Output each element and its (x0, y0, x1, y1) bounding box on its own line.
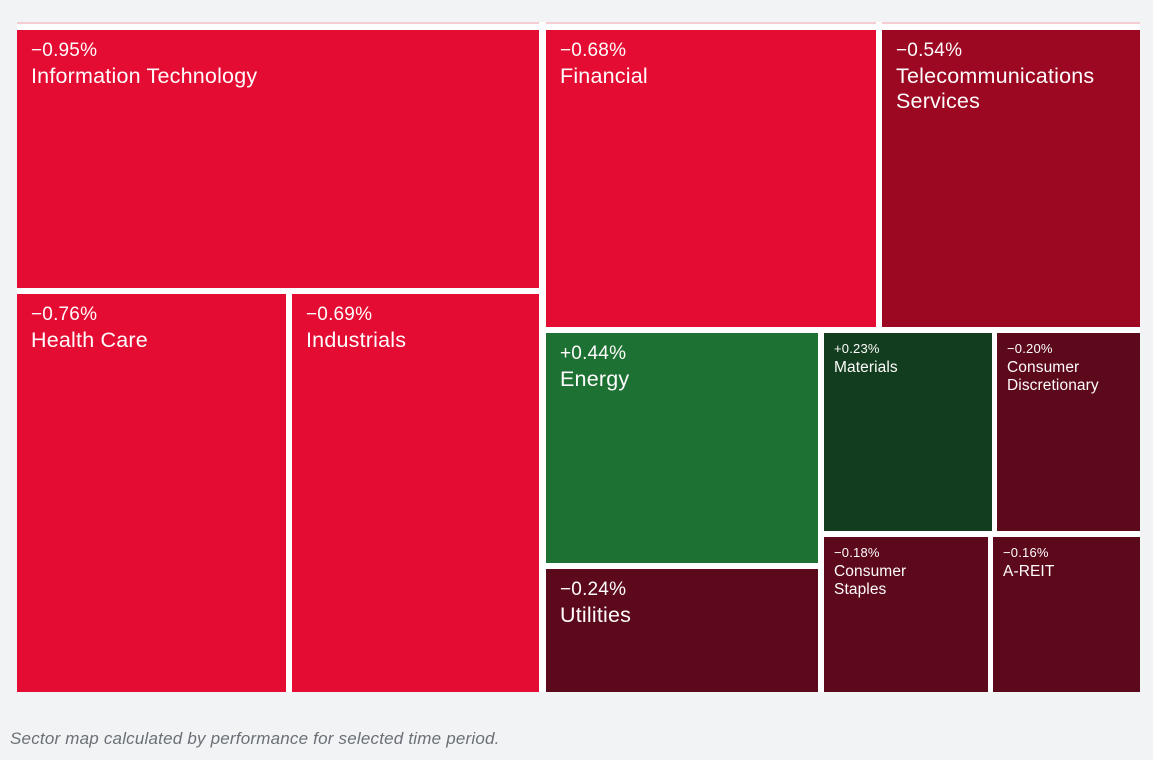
sector-change-value: −0.95% (31, 40, 98, 61)
treemap-top-edge-segment (546, 22, 876, 24)
sector-change-value: −0.20% (1007, 341, 1053, 356)
sector-change-value: −0.69% (306, 304, 373, 325)
sector-name: Information Technology (31, 63, 258, 88)
sector-change-value: −0.24% (560, 579, 627, 600)
sector-change-value: −0.18% (834, 545, 880, 560)
sector-change-value: +0.23% (834, 341, 880, 356)
sector-change-value: −0.16% (1003, 545, 1049, 560)
sector-change-value: +0.44% (560, 343, 627, 364)
sector-name: A-REIT (1003, 562, 1055, 580)
sector-change-value: −0.68% (560, 40, 627, 61)
sector-tile-consumer-discretionary[interactable]: −0.20% Consumer Discretionary (997, 333, 1140, 531)
sector-name: Consumer Staples (834, 562, 907, 598)
sector-name: Consumer Discretionary (1007, 358, 1099, 394)
sector-tile-information-technology[interactable]: −0.95% Information Technology (17, 30, 539, 288)
sector-tile-utilities[interactable]: −0.24% Utilities (546, 569, 818, 692)
sector-name: Telecommunications Services (896, 63, 1095, 113)
treemap-top-edge-segment (17, 22, 539, 24)
treemap-top-edge-segment (882, 22, 1140, 24)
sector-tile-health-care[interactable]: −0.76% Health Care (17, 294, 286, 692)
sector-tile-telecommunications-services[interactable]: −0.54% Telecommunications Services (882, 30, 1140, 327)
sector-tile-energy[interactable]: +0.44% Energy (546, 333, 818, 563)
sector-name: Industrials (306, 327, 407, 352)
sector-name: Materials (834, 358, 898, 376)
sector-map-caption: Sector map calculated by performance for… (10, 729, 500, 748)
sector-tile-industrials[interactable]: −0.69% Industrials (292, 294, 539, 692)
sector-change-value: −0.54% (896, 40, 963, 61)
sector-name: Health Care (31, 327, 148, 352)
sector-tile-consumer-staples[interactable]: −0.18% Consumer Staples (824, 537, 988, 692)
sector-tile-a-reit[interactable]: −0.16% A-REIT (993, 537, 1140, 692)
sector-name: Energy (560, 366, 630, 391)
sector-tile-materials[interactable]: +0.23% Materials (824, 333, 992, 531)
sector-name: Financial (560, 63, 648, 88)
sector-change-value: −0.76% (31, 304, 98, 325)
sector-name: Utilities (560, 602, 632, 627)
sector-tile-financial[interactable]: −0.68% Financial (546, 30, 876, 327)
